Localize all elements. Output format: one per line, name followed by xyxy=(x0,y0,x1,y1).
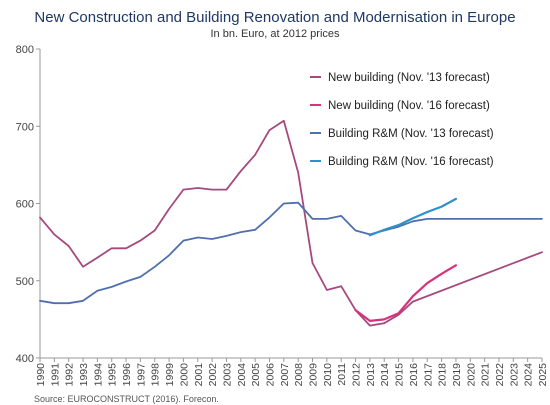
x-tick-label: 1996 xyxy=(121,363,133,387)
x-tick-label: 2001 xyxy=(193,363,205,387)
x-tick-label: 2020 xyxy=(465,363,477,387)
x-tick-label: 2006 xyxy=(264,363,276,387)
x-tick-label: 2023 xyxy=(508,363,520,387)
legend-label-3: Building R&M (Nov. '13 forecast) xyxy=(328,128,494,140)
chart-title: New Construction and Building Renovation… xyxy=(34,9,515,26)
x-tick-label: 2007 xyxy=(279,363,291,387)
x-tick-label: 2000 xyxy=(178,363,190,387)
y-tick-label: 800 xyxy=(16,44,34,56)
x-tick-label: 2013 xyxy=(365,363,377,387)
x-tick-label: 1990 xyxy=(35,363,47,387)
x-tick-label: 2019 xyxy=(451,363,463,387)
x-tick-label: 1992 xyxy=(64,363,76,387)
legend-label-1: New building (Nov. '13 forecast) xyxy=(328,72,490,84)
x-tick-label: 1998 xyxy=(150,363,162,387)
x-tick-label: 2015 xyxy=(394,363,406,387)
source-note: Source: EUROCONSTRUCT (2016). Forecon. xyxy=(34,394,219,404)
y-tick-label: 500 xyxy=(16,276,34,288)
x-tick-label: 2009 xyxy=(308,363,320,387)
y-tick-label: 400 xyxy=(16,353,34,365)
x-tick-label: 2002 xyxy=(207,363,219,387)
series-lines xyxy=(39,119,543,327)
x-tick-label: 2014 xyxy=(379,363,391,387)
x-tick-label: 2008 xyxy=(293,363,305,387)
x-tick-label: 2021 xyxy=(480,363,492,387)
x-tick-label: 2010 xyxy=(322,363,334,387)
x-tick-label: 2024 xyxy=(523,363,535,387)
legend-label-2: New building (Nov. '16 forecast) xyxy=(328,100,490,112)
x-tick-label: 2022 xyxy=(494,363,506,387)
legend: New building (Nov. '13 forecast) New buil… xyxy=(310,72,494,168)
chart-subtitle: In bn. Euro, at 2012 prices xyxy=(210,28,340,40)
x-tick-label: 2025 xyxy=(537,363,549,387)
x-tick-label: 2011 xyxy=(336,363,348,386)
x-tick-label: 1997 xyxy=(135,363,147,387)
series-line-3 xyxy=(39,201,543,305)
y-tick-label: 600 xyxy=(16,199,34,211)
x-tick-label: 2018 xyxy=(437,363,449,387)
x-tick-label: 1991 xyxy=(49,363,61,387)
x-tick-label: 2003 xyxy=(221,363,233,387)
series-line-4 xyxy=(368,197,457,237)
series-line-1 xyxy=(39,119,543,327)
legend-label-4: Building R&M (Nov. '16 forecast) xyxy=(328,156,494,168)
x-tick-label: 1995 xyxy=(107,363,119,387)
series-line-2 xyxy=(354,264,457,322)
x-tick-label: 2016 xyxy=(408,363,420,387)
y-tick-label: 700 xyxy=(16,121,34,133)
x-tick-label: 2017 xyxy=(422,363,434,387)
x-tick-label: 1993 xyxy=(78,363,90,387)
x-tick-label: 1994 xyxy=(92,363,104,387)
x-tick-label: 1999 xyxy=(164,363,176,387)
x-tick-label: 2005 xyxy=(250,363,262,387)
x-tick-label: 2012 xyxy=(351,363,363,387)
x-tick-label: 2004 xyxy=(236,363,248,387)
